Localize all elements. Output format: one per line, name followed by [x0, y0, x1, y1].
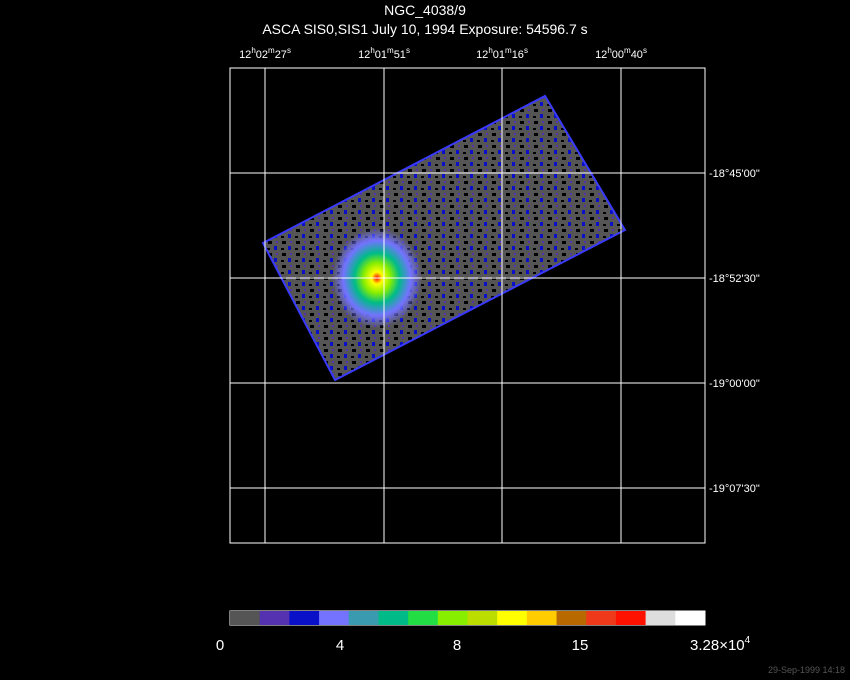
ra-value: 12 — [595, 49, 607, 61]
ra-value: 02 — [256, 49, 268, 61]
ra-value: 16 — [512, 49, 524, 61]
colorbar-segment — [615, 611, 647, 625]
ra-unit: h — [251, 46, 255, 55]
colorbar-segment — [348, 611, 379, 625]
colorbar-segment — [467, 611, 498, 625]
ra-unit: m — [505, 46, 512, 55]
ra-value: 01 — [493, 49, 505, 61]
grid — [229, 67, 706, 544]
colorbar-segment — [259, 611, 290, 625]
ra-unit: m — [268, 46, 275, 55]
footer: 29-Sep-1999 14:18 — [768, 665, 845, 675]
colorbar-segment — [497, 611, 528, 625]
colorbar-label: 15 — [572, 637, 589, 654]
colorbar-segment — [289, 611, 320, 625]
ra-value: 40 — [631, 49, 643, 61]
ra-value: 12 — [476, 49, 488, 61]
ra-value: 27 — [275, 49, 287, 61]
ra-unit: s — [643, 46, 647, 55]
colorbar-segment — [408, 611, 439, 625]
colorbar-segment — [319, 611, 350, 625]
colorbar-max-label: 3.28×104 — [690, 635, 751, 654]
ra-value: 12 — [239, 49, 251, 61]
colorbar-segment — [378, 611, 409, 625]
colorbar-label: 8 — [453, 637, 461, 654]
ra-unit: m — [624, 46, 631, 55]
ra-label: 12h01m16s — [476, 46, 528, 61]
ra-value: 00 — [612, 49, 624, 61]
ra-value: 12 — [358, 49, 370, 61]
ra-unit: h — [488, 46, 492, 55]
ra-label: 12h02m27s — [239, 46, 291, 61]
ra-unit: h — [607, 46, 611, 55]
dec-label: -19°07'30" — [709, 483, 760, 495]
ra-unit: h — [370, 46, 374, 55]
ra-label: 12h01m51s — [358, 46, 410, 61]
colorbar-segment — [586, 611, 617, 625]
title: NGC_4038/9 — [384, 2, 466, 18]
colorbar-label: 0 — [216, 637, 224, 654]
colorbar-segment — [437, 611, 468, 625]
ra-label: 12h00m40s — [595, 46, 647, 61]
colorbar-segment — [230, 611, 261, 625]
ra-unit: s — [406, 46, 410, 55]
colorbar-segment — [645, 611, 676, 625]
colorbar-label: 4 — [336, 637, 344, 654]
max-mantissa: 3.28×10 — [690, 637, 745, 654]
ra-unit: s — [524, 46, 528, 55]
colorbar-segment — [526, 611, 558, 625]
dec-label: -18°45'00" — [709, 168, 760, 180]
subtitle: ASCA SIS0,SIS1 July 10, 1994 Exposure: 5… — [262, 21, 587, 37]
dec-label: -18°52'30" — [709, 273, 760, 285]
ra-unit: m — [387, 46, 394, 55]
ra-value: 51 — [394, 49, 406, 61]
ra-unit: s — [287, 46, 291, 55]
max-exponent: 4 — [745, 635, 751, 646]
dec-label: -19°00'00" — [709, 378, 760, 390]
ra-value: 01 — [375, 49, 387, 61]
colorbar-segment — [675, 611, 706, 625]
colorbar-segment — [556, 611, 587, 625]
image — [261, 94, 627, 382]
